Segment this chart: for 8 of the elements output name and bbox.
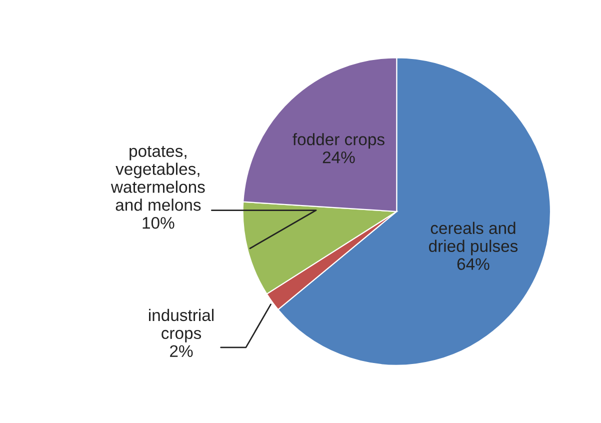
data-label: 24% <box>322 151 355 164</box>
slice-label: fodder crops <box>292 133 384 149</box>
slice-label: industrial crops <box>149 308 214 342</box>
data-label: 2% <box>170 345 193 357</box>
data-label: 10% <box>142 217 174 229</box>
slice-label: cereals and dried pulses <box>428 222 518 256</box>
data-label: 64% <box>457 258 490 270</box>
slice-label: potates, vegetables, watermelons and melons <box>110 146 205 211</box>
